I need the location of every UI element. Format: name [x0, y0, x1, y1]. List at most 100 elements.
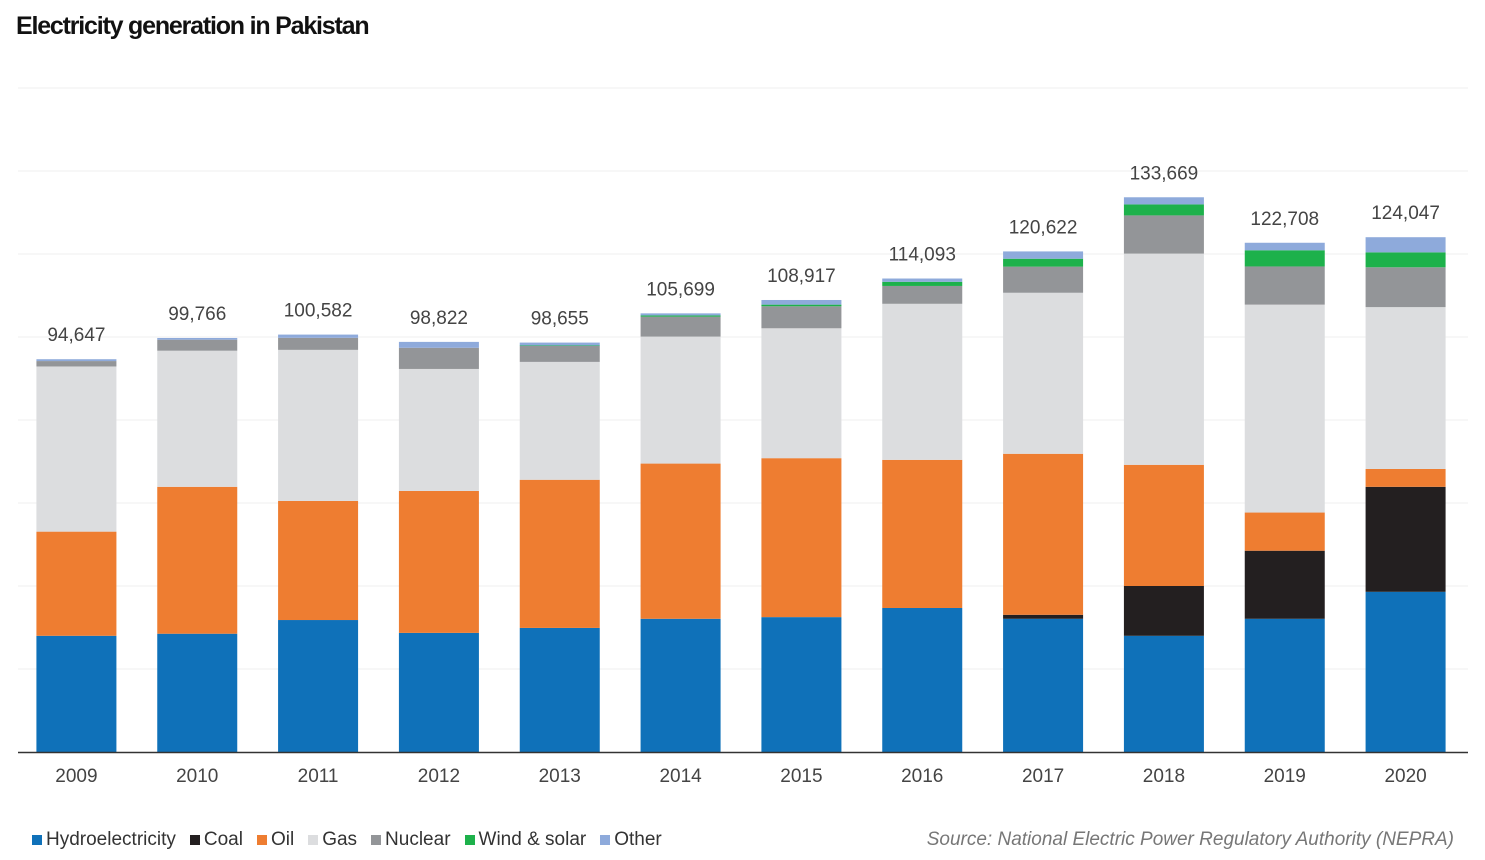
bar-segment-gas [36, 366, 117, 532]
bar-segment-gas [1123, 253, 1204, 465]
legend-item: Gas [308, 829, 357, 851]
bar-segment-oil [519, 479, 600, 628]
bar-segment-oil [640, 463, 721, 619]
bar-segment-other [640, 313, 721, 316]
total-label: 122,708 [1250, 209, 1319, 230]
legend-label: Oil [270, 829, 295, 850]
bar-segment-nuclear [1123, 215, 1204, 254]
x-tick-label: 2015 [780, 766, 822, 787]
legend-swatch [464, 835, 475, 845]
bar-segment-hydroelectricity [1365, 591, 1446, 752]
bar-segment-gas [157, 350, 238, 487]
legend-swatch [32, 835, 42, 845]
legend-item: Nuclear [371, 829, 451, 851]
x-tick-label: 2014 [659, 766, 702, 787]
bar-segment-hydroelectricity [519, 627, 600, 752]
total-label: 100,582 [284, 301, 353, 322]
bar-segment-oil [278, 500, 359, 621]
bar-segment-coal [1003, 614, 1084, 619]
bar-segment-oil [398, 490, 479, 633]
legend-label: Hydroelectricity [46, 829, 176, 850]
bar-segment-coal [1244, 550, 1325, 619]
bar-segment-gas [519, 361, 600, 480]
total-label: 124,047 [1371, 203, 1440, 224]
bar-segment-coal [1123, 586, 1204, 636]
total-label: 108,917 [767, 266, 836, 287]
bar-segment-gas [761, 328, 842, 459]
bar-segment-gas [278, 349, 359, 501]
bar-segment-nuclear [398, 347, 479, 369]
bar-segment-other [157, 337, 238, 340]
bar-segment-other [1003, 251, 1084, 259]
bar-segment-nuclear [1365, 267, 1446, 308]
chart-title: Electricity generation in Pakistan [16, 12, 370, 40]
x-tick-label: 2013 [539, 766, 581, 787]
x-tick-label: 2016 [901, 766, 943, 787]
bar-segment-other [1365, 237, 1446, 253]
bar-segment-gas [640, 336, 721, 464]
bar-segment-wind-solar [761, 304, 842, 307]
legend-swatch [371, 835, 382, 845]
x-tick-label: 2019 [1264, 766, 1306, 787]
bar-segment-wind-solar [1003, 258, 1084, 267]
legend-swatch [189, 835, 200, 845]
total-label: 133,669 [1130, 163, 1199, 184]
bar-segment-gas [398, 368, 479, 491]
bar-segment-wind-solar [519, 345, 600, 346]
source-note: Source: National Electric Power Regulato… [926, 829, 1454, 850]
bar-segment-hydroelectricity [278, 620, 359, 752]
bar-segment-oil [36, 531, 117, 636]
total-label: 98,655 [531, 309, 589, 330]
bar-segment-nuclear [519, 345, 600, 362]
bar-segment-oil [1123, 464, 1204, 586]
legend-swatch [308, 835, 319, 845]
bar-segment-other [398, 341, 479, 348]
bar-segment-wind-solar [640, 315, 721, 317]
bar-segment-oil [157, 486, 238, 634]
legend-swatch [256, 835, 267, 845]
legend-label: Nuclear [385, 829, 451, 850]
bar-segment-coal [1365, 486, 1446, 592]
legend-item: Hydroelectricity [32, 829, 176, 851]
bar-segment-nuclear [640, 316, 721, 337]
bar-segment-hydroelectricity [157, 633, 238, 752]
bar-segment-hydroelectricity [1003, 618, 1084, 752]
bar-segment-oil [761, 458, 842, 618]
bar-segment-hydroelectricity [1244, 618, 1325, 752]
legend: Hydroelectricity Coal Oil Gas Nuclear Wind & … [32, 829, 676, 851]
bar-segment-gas [1003, 292, 1084, 454]
total-label: 99,766 [168, 304, 226, 325]
bar-segment-nuclear [1244, 266, 1325, 305]
legend-item: Other [600, 829, 662, 851]
bar-segment-oil [1365, 468, 1446, 487]
bar-segment-oil [882, 459, 963, 608]
bar-segment-other [761, 299, 842, 305]
bar-segment-wind-solar [1244, 250, 1325, 267]
x-tick-label: 2009 [55, 766, 97, 787]
total-label: 105,699 [646, 279, 715, 300]
legend-item: Coal [189, 829, 243, 851]
x-tick-label: 2017 [1022, 766, 1064, 787]
bar-segment-other [882, 278, 963, 282]
bar-segment-hydroelectricity [36, 635, 117, 752]
legend-label: Gas [322, 829, 358, 850]
bar-segment-hydroelectricity [640, 618, 721, 752]
bar-segment-wind-solar [1365, 252, 1446, 268]
bar-segment-gas [882, 303, 963, 460]
bar-segment-nuclear [1003, 266, 1084, 293]
bar-segment-other [1123, 197, 1204, 205]
bar-segment-hydroelectricity [398, 632, 479, 752]
total-label: 94,647 [47, 325, 105, 346]
bar-segment-nuclear [882, 285, 963, 304]
legend-label: Coal [203, 829, 243, 850]
bar-segment-nuclear [278, 337, 359, 350]
bar-segment-oil [1003, 453, 1084, 615]
bar-segment-nuclear [36, 361, 117, 367]
bar-segment-gas [1244, 304, 1325, 513]
legend-item: Oil [256, 829, 295, 851]
total-label: 98,822 [410, 308, 468, 329]
bar-segment-hydroelectricity [882, 607, 963, 752]
legend-swatch [600, 835, 611, 845]
legend-item: Wind & solar [464, 829, 586, 851]
